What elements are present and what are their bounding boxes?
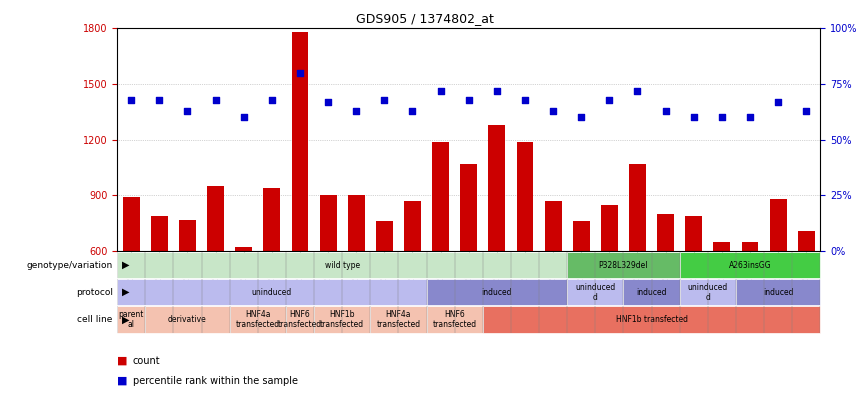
Point [405,107,419,114]
Text: uninduced: uninduced [252,288,292,297]
Bar [263,188,280,362]
Bar [544,201,562,362]
Text: HNF1b
transfected: HNF1b transfected [320,310,365,329]
Bar [680,279,736,305]
Bar [117,252,567,278]
Text: ■: ■ [117,356,128,366]
Text: A263insGG: A263insGG [728,260,772,270]
Text: HNF4a
transfected: HNF4a transfected [377,310,420,329]
Bar [601,205,618,362]
Bar [567,252,680,278]
Bar [426,306,483,333]
Bar [573,222,589,362]
Text: cell line: cell line [77,315,113,324]
Bar [348,195,365,362]
Bar [207,186,224,362]
Bar [319,195,337,362]
Text: wild type: wild type [325,260,359,270]
Point [434,87,448,94]
Point [771,98,785,105]
Point [490,87,503,94]
Point [321,98,335,105]
Bar [623,279,680,305]
Bar [145,306,230,333]
Bar [151,216,168,362]
Text: induced: induced [482,288,512,297]
Bar [516,142,534,362]
Text: GDS905 / 1374802_at: GDS905 / 1374802_at [357,12,494,25]
Point [799,107,813,114]
Bar [235,247,253,362]
Bar [489,125,505,362]
Bar [122,197,140,362]
Point [124,96,138,103]
Text: percentile rank within the sample: percentile rank within the sample [133,376,298,386]
Point [181,107,194,114]
Text: protocol: protocol [76,288,113,297]
Bar [371,306,426,333]
Bar [179,220,196,362]
Text: HNF6
transfected: HNF6 transfected [432,310,477,329]
Text: ▶: ▶ [122,314,129,324]
Point [575,114,589,121]
Bar [460,164,477,362]
Text: HNF1b transfected: HNF1b transfected [615,315,687,324]
Bar [404,201,421,362]
Bar [376,222,393,362]
Text: induced: induced [636,288,667,297]
Bar [426,279,567,305]
Bar [713,242,730,362]
Point [265,96,279,103]
Point [349,107,363,114]
Bar [798,231,815,362]
Bar [432,142,449,362]
Bar [680,252,820,278]
Text: derivative: derivative [168,315,207,324]
Text: HNF4a
transfected: HNF4a transfected [236,310,279,329]
Text: induced: induced [763,288,793,297]
Bar [741,242,759,362]
Point [462,96,476,103]
Text: ▶: ▶ [122,260,129,270]
Bar [117,279,426,305]
Point [546,107,560,114]
Text: count: count [133,356,161,366]
Bar [314,306,371,333]
Bar [736,279,820,305]
Bar [286,306,314,333]
Point [153,96,167,103]
Point [518,96,532,103]
Bar [567,279,623,305]
Point [715,114,729,121]
Bar [629,164,646,362]
Text: parent
al: parent al [119,310,144,329]
Text: P328L329del: P328L329del [599,260,648,270]
Text: genotype/variation: genotype/variation [27,260,113,270]
Bar [292,32,308,362]
Bar [657,214,674,362]
Point [602,96,616,103]
Bar [685,216,702,362]
Bar [117,306,145,333]
Text: ▶: ▶ [122,287,129,297]
Point [208,96,222,103]
Text: uninduced
d: uninduced d [687,283,728,302]
Point [743,114,757,121]
Point [378,96,391,103]
Text: HNF6
transfected: HNF6 transfected [278,310,322,329]
Bar [770,199,786,362]
Point [293,70,307,76]
Bar [483,306,820,333]
Text: uninduced
d: uninduced d [575,283,615,302]
Text: ■: ■ [117,376,128,386]
Point [237,114,251,121]
Bar [230,306,286,333]
Point [659,107,673,114]
Point [630,87,644,94]
Point [687,114,700,121]
